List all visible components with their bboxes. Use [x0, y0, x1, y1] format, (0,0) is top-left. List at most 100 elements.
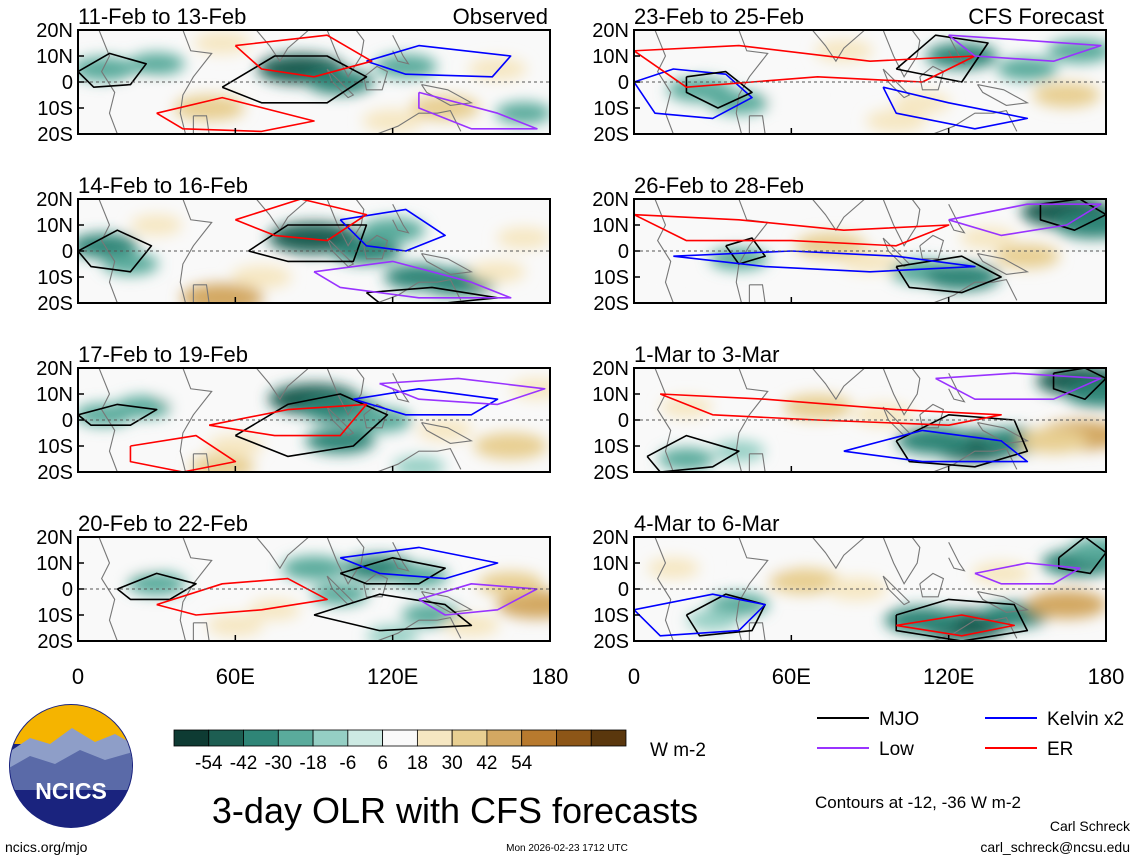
coastline — [392, 34, 410, 65]
y-tick-label: 10N — [36, 553, 73, 575]
panel-11-feb-to-13-feb: 20N 10N 0 10S 20S 11-Feb to 13-Feb Observed — [36, 4, 551, 146]
coastline — [376, 616, 462, 641]
y-tick-label: 0 — [62, 72, 73, 94]
wave-contour — [634, 593, 766, 637]
colorbar-tick-label: -6 — [339, 753, 356, 774]
y-tick-label: 10S — [37, 605, 73, 627]
wave-contour — [634, 68, 753, 120]
coastline — [421, 253, 474, 275]
wave-contour — [234, 393, 389, 458]
colorbar-swatch — [277, 729, 314, 747]
colorbar-units: W m-2 — [650, 740, 706, 761]
coastline — [376, 109, 462, 134]
olr-field — [634, 30, 1106, 134]
olr-anomaly-blob — [360, 218, 426, 243]
y-tick-label: 10N — [592, 46, 629, 68]
logo-text: NCICS — [35, 778, 107, 804]
y-tick-label: 20S — [37, 631, 73, 653]
olr-anomaly-blob — [173, 94, 245, 122]
y-tick-label: 20S — [593, 462, 629, 484]
wave-contour — [235, 199, 368, 242]
footer-url: ncics.org/mjo — [5, 839, 88, 855]
panel-ticks — [77, 198, 551, 304]
wave-contour — [129, 434, 237, 472]
legend-label: Low — [879, 739, 914, 760]
x-tick-label: 60E — [216, 664, 255, 689]
colorbar-swatch — [347, 729, 384, 747]
wave-contours — [634, 537, 1106, 641]
legend-label: ER — [1047, 739, 1073, 760]
olr-anomaly-blob — [660, 396, 713, 418]
y-tick-label: 20S — [37, 462, 73, 484]
panel-1-mar-to-3-mar: 20N 10N 0 10S 20S 1-Mar to 3-Mar — [592, 342, 1107, 484]
y-tick-label: 10S — [593, 436, 629, 458]
colorbar-swatch — [451, 729, 488, 747]
wave-contour — [353, 387, 499, 416]
olr-anomaly-blob — [997, 57, 1058, 81]
y-tick-label: 20S — [593, 631, 629, 653]
olr-anomaly-blob — [417, 419, 474, 442]
coastline — [392, 203, 410, 234]
coastline — [882, 199, 921, 247]
coastline — [811, 537, 866, 570]
coastline — [748, 453, 766, 472]
y-tick-label: 10S — [37, 98, 73, 120]
olr-anomaly-blob — [127, 572, 186, 596]
coastline — [977, 253, 1030, 275]
coastline — [919, 572, 945, 598]
panel-ticks — [633, 536, 1107, 642]
olr-anomaly-blob — [768, 568, 841, 595]
wave-contour — [234, 34, 373, 78]
y-tick-label: 20N — [592, 527, 629, 549]
coastline — [363, 234, 389, 260]
colorbar: -54 -42 -30 -18 -6 6 18 30 42 54 — [173, 729, 627, 774]
panel-ticks — [77, 536, 551, 642]
olr-anomaly-blob — [495, 102, 550, 125]
wave-contour — [366, 44, 512, 78]
wave-contour — [895, 255, 1002, 294]
coastline — [919, 234, 945, 260]
coastline — [748, 284, 766, 303]
y-tick-label: 10N — [36, 46, 73, 68]
olr-anomaly-blob — [510, 378, 550, 400]
panel-period: 17-Feb to 19-Feb — [78, 342, 248, 367]
coastline — [326, 199, 365, 247]
olr-anomaly-blob — [189, 454, 255, 472]
wave-contour — [313, 260, 512, 299]
wave-contour — [116, 572, 197, 601]
olr-anomaly-blob — [496, 227, 550, 249]
y-tick-label: 10N — [592, 553, 629, 575]
panel-ticks — [77, 367, 551, 473]
olr-anomaly-blob — [115, 395, 172, 419]
olr-anomaly-blob — [180, 283, 264, 303]
panel-ticks — [633, 198, 1107, 304]
footer-timestamp: Mon 2026-02-23 1712 UTC — [506, 843, 628, 854]
colorbar-tick-label: 42 — [476, 753, 497, 774]
olr-field — [98, 537, 550, 641]
olr-anomaly-blob — [1018, 428, 1089, 454]
y-tick-label: 20N — [36, 20, 73, 42]
coastline — [192, 453, 210, 472]
wave-contour — [843, 429, 1029, 463]
olr-anomaly-blob — [478, 571, 544, 596]
y-tick-label: 20N — [592, 20, 629, 42]
olr-anomaly-blob — [894, 91, 951, 114]
coastline — [326, 237, 355, 268]
olr-anomaly-blob — [207, 614, 264, 637]
coastline — [179, 368, 213, 472]
coastline — [977, 422, 1030, 444]
panel-period: 11-Feb to 13-Feb — [78, 4, 246, 29]
y-tick-label: 10N — [592, 215, 629, 237]
x-tick-label: 120E — [367, 664, 418, 689]
coastline — [977, 84, 1030, 106]
olr-anomaly-blob — [468, 57, 527, 81]
olr-anomaly-blob — [686, 609, 739, 631]
coastline — [255, 537, 310, 570]
coastline — [811, 30, 866, 63]
y-tick-label: 10N — [592, 384, 629, 406]
x-tick-label: 120E — [923, 664, 974, 689]
y-tick-label: 0 — [618, 410, 629, 432]
coastline — [179, 30, 213, 134]
olr-anomaly-blob — [105, 547, 156, 569]
